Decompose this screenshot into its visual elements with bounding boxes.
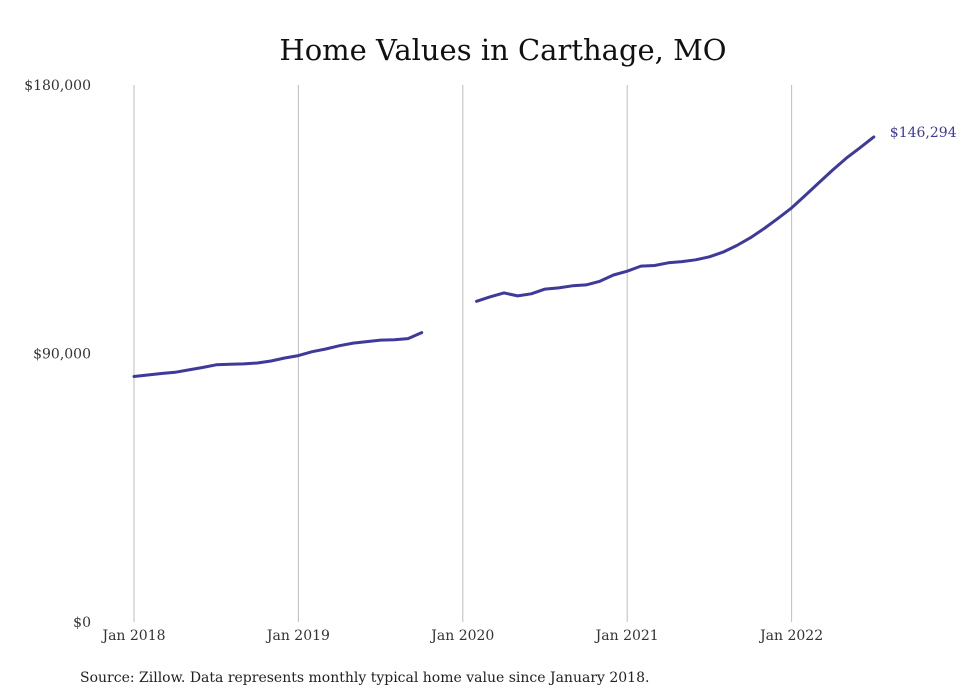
y-tick-label: $180,000 — [24, 78, 91, 94]
x-tick-label: Jan 2021 — [594, 628, 659, 644]
series-line-segment-1 — [132, 331, 424, 378]
x-tick-label: Jan 2019 — [265, 628, 330, 644]
series-lines — [132, 135, 876, 378]
end-value-label: $146,294 — [890, 125, 957, 141]
y-axis-ticks: $0 $90,000 $180,000 — [24, 78, 91, 631]
chart-title: Home Values in Carthage, MO — [279, 33, 726, 67]
y-tick-label: $90,000 — [33, 347, 91, 363]
x-axis-ticks: Jan 2018 Jan 2019 Jan 2020 Jan 2021 Jan 2022 — [100, 628, 823, 644]
x-gridlines — [133, 85, 793, 622]
x-tick-label: Jan 2020 — [429, 628, 494, 644]
series-line-segment-2 — [475, 135, 876, 303]
x-tick-label: Jan 2018 — [100, 628, 165, 644]
y-tick-label: $0 — [73, 615, 91, 631]
x-tick-label: Jan 2022 — [758, 628, 823, 644]
source-note: Source: Zillow. Data represents monthly … — [80, 670, 649, 686]
